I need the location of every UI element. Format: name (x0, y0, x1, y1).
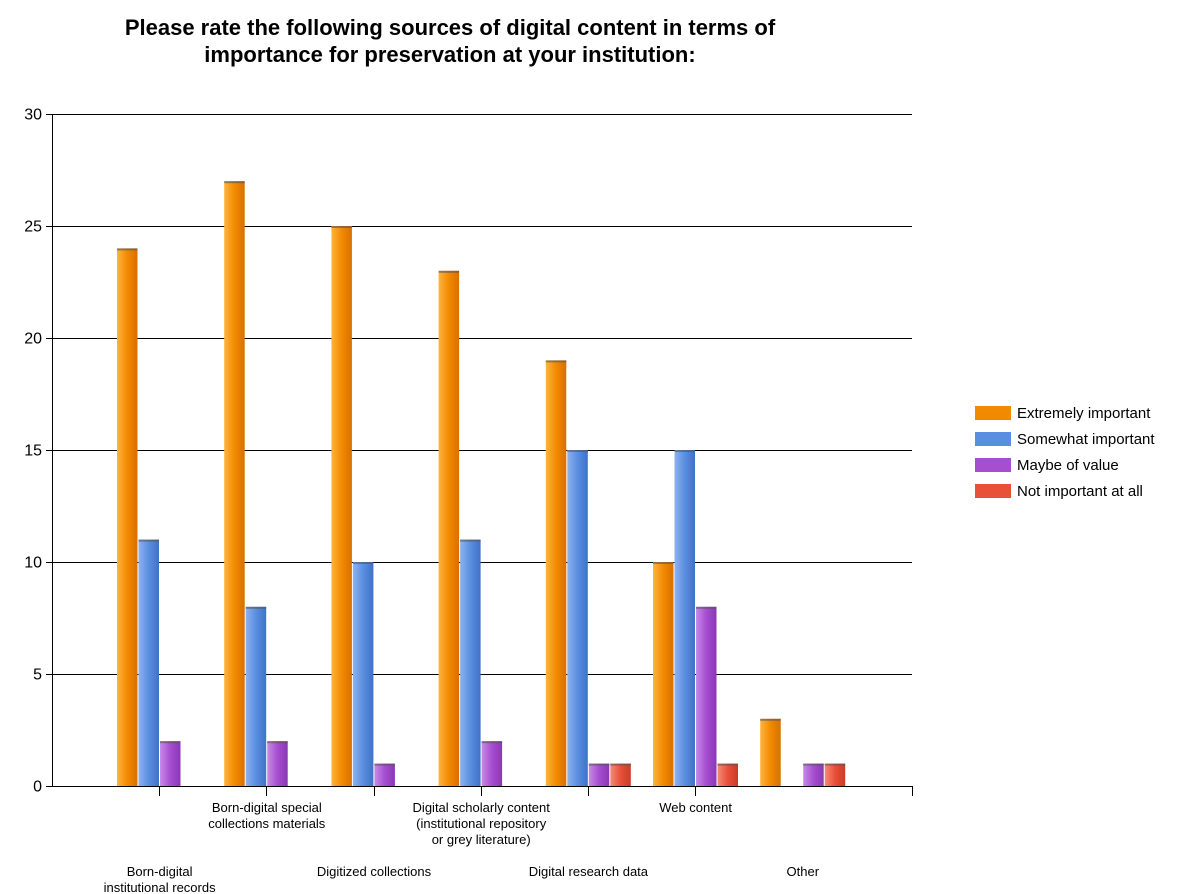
bar-top-edge (653, 562, 674, 564)
y-tick-label: 15 (24, 443, 42, 460)
bar-not-important-at-all (717, 763, 738, 786)
bar-top-edge (696, 606, 717, 609)
legend-swatch (975, 484, 1011, 498)
bar-top-edge (267, 741, 288, 744)
bar-top-edge (117, 248, 138, 251)
bar-somewhat-important (460, 539, 481, 786)
bar-maybe-of-value (481, 741, 503, 786)
bar-maybe-of-value (696, 606, 717, 786)
x-category-label: Digital scholarly content (institutional … (413, 800, 551, 847)
bar-top-edge (481, 741, 503, 744)
bar-top-edge (352, 562, 374, 564)
bar-maybe-of-value (588, 763, 610, 786)
bar-top-edge (460, 539, 481, 542)
legend-item: Not important at all (975, 478, 1155, 504)
legend: Extremely important Somewhat important May… (975, 400, 1155, 504)
bar-top-edge (224, 181, 245, 184)
bar-top-edge (374, 763, 395, 766)
bar-maybe-of-value (267, 741, 288, 786)
bar-top-edge (438, 270, 460, 273)
legend-label: Extremely important (1017, 404, 1151, 422)
x-category-label: Digitized collections (317, 864, 432, 879)
x-category-label: Born-digital special collections material… (208, 800, 326, 831)
legend-item: Maybe of value (975, 452, 1155, 478)
bar-somewhat-important (674, 450, 695, 786)
chart-title: Please rate the following sources of dig… (124, 15, 776, 67)
x-category-label: Other (787, 864, 820, 879)
bar-maybe-of-value (374, 763, 395, 786)
grid-layer (46, 114, 913, 796)
bar-extremely-important (545, 360, 567, 786)
bar-somewhat-important (138, 539, 159, 786)
legend-label: Not important at all (1017, 482, 1143, 500)
bar-somewhat-important (352, 562, 374, 786)
bar-extremely-important (331, 226, 352, 786)
bar-extremely-important (224, 181, 245, 786)
legend-item: Somewhat important (975, 426, 1155, 452)
bar-top-edge (717, 763, 738, 766)
bar-top-edge (588, 763, 610, 766)
bar-extremely-important (438, 270, 460, 786)
y-tick-label: 0 (33, 779, 42, 796)
legend-swatch (975, 458, 1011, 472)
bar-top-edge (610, 763, 631, 766)
bar-top-edge (567, 450, 588, 452)
x-category-label: Born-digital institutional records (104, 864, 216, 894)
bar-top-edge (674, 450, 695, 452)
legend-label: Somewhat important (1017, 430, 1155, 448)
bar-somewhat-important (567, 450, 588, 786)
labels-layer: 0 5 10 15 20 25 30 Born-digital institutional re… (24, 107, 820, 894)
bar-top-edge (160, 741, 181, 744)
x-category-label: Web content (659, 800, 732, 815)
bar-extremely-important (653, 562, 674, 786)
bar-maybe-of-value (803, 763, 824, 786)
y-tick-label: 5 (33, 667, 42, 684)
bar-top-edge (803, 763, 824, 766)
bar-extremely-important (760, 718, 781, 786)
bar-top-edge (245, 606, 267, 609)
bar-extremely-important (117, 248, 138, 786)
bar-maybe-of-value (160, 741, 181, 786)
x-category-label: Digital research data (529, 864, 649, 879)
bars-layer (117, 181, 846, 786)
y-tick-label: 25 (24, 219, 42, 236)
y-tick-label: 20 (24, 331, 42, 348)
bar-somewhat-important (245, 606, 267, 786)
bar-top-edge (138, 539, 159, 542)
legend-swatch (975, 406, 1011, 420)
bar-not-important-at-all (610, 763, 631, 786)
y-tick-label: 30 (24, 107, 42, 124)
y-tick-label: 10 (24, 555, 42, 572)
bar-top-edge (824, 763, 846, 766)
bar-not-important-at-all (824, 763, 846, 786)
legend-swatch (975, 432, 1011, 446)
bar-top-edge (760, 718, 781, 721)
bar-top-edge (545, 360, 567, 363)
legend-item: Extremely important (975, 400, 1155, 426)
legend-label: Maybe of value (1017, 456, 1119, 474)
bar-top-edge (331, 226, 352, 228)
